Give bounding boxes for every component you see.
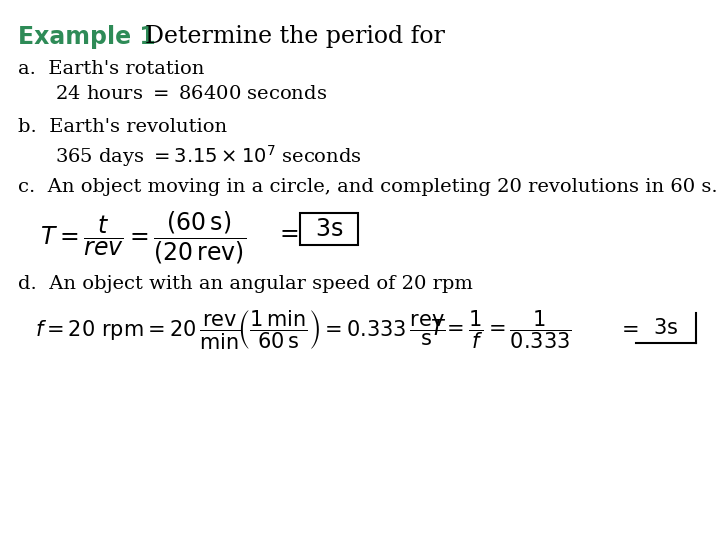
Text: $f = 20\ \mathrm{rpm} = 20\,\dfrac{\mathrm{rev}}{\mathrm{min}}\!\left(\dfrac{1\,: $f = 20\ \mathrm{rpm} = 20\,\dfrac{\math… — [35, 308, 446, 351]
Text: Determine the period for: Determine the period for — [145, 25, 445, 48]
Text: 24 hours $=$ 86400 seconds: 24 hours $=$ 86400 seconds — [55, 85, 327, 103]
Text: d.  An object with an angular speed of 20 rpm: d. An object with an angular speed of 20… — [18, 275, 473, 293]
Text: 365 days $= 3.15 \times 10^7$ seconds: 365 days $= 3.15 \times 10^7$ seconds — [55, 143, 361, 169]
Text: $3\mathrm{s}$: $3\mathrm{s}$ — [654, 318, 678, 338]
Text: $T = \dfrac{t}{\mathit{rev}} = \dfrac{\left(60\,\mathrm{s}\right)}{\left(20\,\ma: $T = \dfrac{t}{\mathit{rev}} = \dfrac{\l… — [40, 210, 246, 266]
Text: $=$: $=$ — [275, 220, 299, 244]
Text: b.  Earth's revolution: b. Earth's revolution — [18, 118, 227, 136]
Text: a.  Earth's rotation: a. Earth's rotation — [18, 60, 204, 78]
Text: $T = \dfrac{1}{f} = \dfrac{1}{0.333}$: $T = \dfrac{1}{f} = \dfrac{1}{0.333}$ — [430, 308, 572, 350]
Text: $=$: $=$ — [617, 318, 639, 338]
Text: Example 1: Example 1 — [18, 25, 156, 49]
Bar — [300, 213, 358, 245]
Text: $3\mathrm{s}$: $3\mathrm{s}$ — [315, 217, 343, 241]
Text: c.  An object moving in a circle, and completing 20 revolutions in 60 s.: c. An object moving in a circle, and com… — [18, 178, 718, 196]
